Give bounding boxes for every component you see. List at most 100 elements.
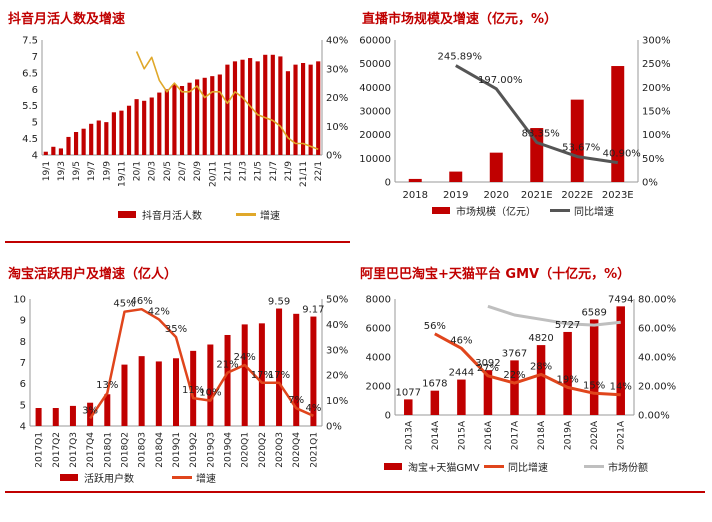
chart-panel-taobao: 淘宝活跃用户及增速（亿人） 4 5 6 7 8 9 10 0% 10% 20% 30% 40% 50% 2… [0,255,352,495]
right-tick-label: 0.00% [638,411,670,422]
bar-value-label: 6589 [581,307,606,318]
bar [179,86,185,155]
bar [316,61,321,155]
bar [58,148,63,155]
bar [293,64,298,155]
x-tick-label: 20/11 [208,161,218,187]
bar [285,71,291,155]
left-tick-label: 5 [32,118,38,129]
x-tick-label: 2016A [484,420,494,450]
bar [263,54,268,155]
douyin-chart: 4 4.5 5 5.5 6 6.5 7 7.5 0% 10% 20% 30% 40% 19/1 19/3 19… [22,36,348,223]
bar [430,390,440,415]
bar [134,99,139,155]
right-tick-label: 30% [326,345,348,356]
bar-value-label: 7494 [608,294,633,305]
left-tick-label: 40000 [359,83,391,94]
bar [119,110,124,155]
bar [210,76,215,155]
bar [310,316,317,426]
bar [293,313,300,426]
bar [195,79,200,155]
bar [187,82,192,155]
growth-line [135,51,319,151]
x-tick-label: 21/5 [254,161,264,181]
right-tick-label: 250% [642,59,671,70]
bar [89,123,94,155]
x-tick-label: 2017Q3 [69,432,79,468]
legend-label: 同比增速 [574,205,614,218]
growth-label: 11% [182,385,204,396]
bar [589,319,599,415]
left-tick-label: 60000 [359,36,391,47]
growth-label: 40.90% [603,149,641,160]
bar-value-label: 9.17 [302,305,324,316]
x-tick-label: 19/3 [57,161,67,181]
bar [530,128,544,182]
bar [51,146,56,155]
bar [202,77,207,155]
legend-label: 市场规模（亿元） [456,205,536,218]
chart-title-gmv: 阿里巴巴淘宝+天猫平台 GMV（十亿元，%） [360,267,631,282]
x-tick-label: 2020A [590,420,600,450]
x-tick-label: 2019Q2 [189,432,199,468]
right-tick-label: 20% [326,93,348,104]
x-tick-label: 2020Q2 [258,432,268,468]
x-tick-label: 2021A [617,420,627,450]
divider-middle-left [5,241,350,243]
x-tick-label: 20/1 [133,161,143,181]
bar [270,54,275,155]
x-tick-label: 19/7 [87,161,97,181]
chart-panel-douyin: 抖音月活人数及增速 4 4.5 5 5.5 6 6.5 7 7.5 0% 10% 20% 30% 40%… [0,0,350,240]
x-tick-label: 20/7 [178,161,188,181]
x-tick-label: 2023E [602,190,634,201]
bar [121,364,128,426]
x-tick-label: 2020Q3 [275,432,285,468]
bar [96,120,101,155]
left-tick-label: 10000 [359,154,391,165]
right-tick-label: 20.00% [638,382,676,393]
right-tick-label: 0% [326,151,342,162]
bar [172,358,180,426]
chart-panel-gmv: 阿里巴巴淘宝+天猫平台 GMV（十亿元，%） 0 2000 4000 6000 8000… [354,255,710,495]
x-tick-label: 21/9 [284,161,294,181]
bar [172,84,177,155]
bar [570,99,584,182]
left-tick-label: 6.5 [22,68,38,79]
legend-label: 市场份额 [608,461,648,474]
bar [149,97,154,155]
x-tick-label: 2014A [431,420,441,450]
bar [81,128,86,155]
bar-value-label: 1077 [396,387,421,398]
bar [66,136,71,155]
x-tick-label: 2022E [561,190,593,201]
x-tick-label: 21/1 [223,161,233,181]
chart-title-taobao: 淘宝活跃用户及增速（亿人） [8,267,178,282]
growth-label: 245.89% [438,52,483,63]
x-tick-label: 21/11 [299,161,309,187]
legend-label: 抖音月活人数 [142,209,202,222]
bar [157,92,162,155]
right-tick-label: 300% [642,36,671,47]
legend-label: 增速 [260,209,280,222]
x-tick-label: 2018Q4 [155,432,165,468]
x-tick-label: 2018 [403,190,428,201]
legend-label: 淘宝+天猫GMV [408,461,480,474]
x-tick-label: 2020Q4 [292,432,302,468]
left-tick-label: 50000 [359,59,391,70]
left-tick-label: 8 [20,337,26,348]
right-tick-label: 10% [326,396,348,407]
legend-label: 活跃用户数 [84,472,134,485]
x-tick-label: 2019 [443,190,468,201]
left-tick-label: 20000 [359,130,391,141]
left-tick-label: 8000 [366,295,391,306]
growth-label: 83.35% [522,129,560,140]
right-tick-label: 10% [326,122,348,133]
x-tick-label: 20/5 [163,161,173,181]
right-tick-label: 30% [326,64,348,75]
growth-label: 3% [82,405,98,416]
bar [408,178,422,182]
bar [111,112,116,155]
x-tick-label: 2017A [511,420,521,450]
bar [301,63,306,155]
